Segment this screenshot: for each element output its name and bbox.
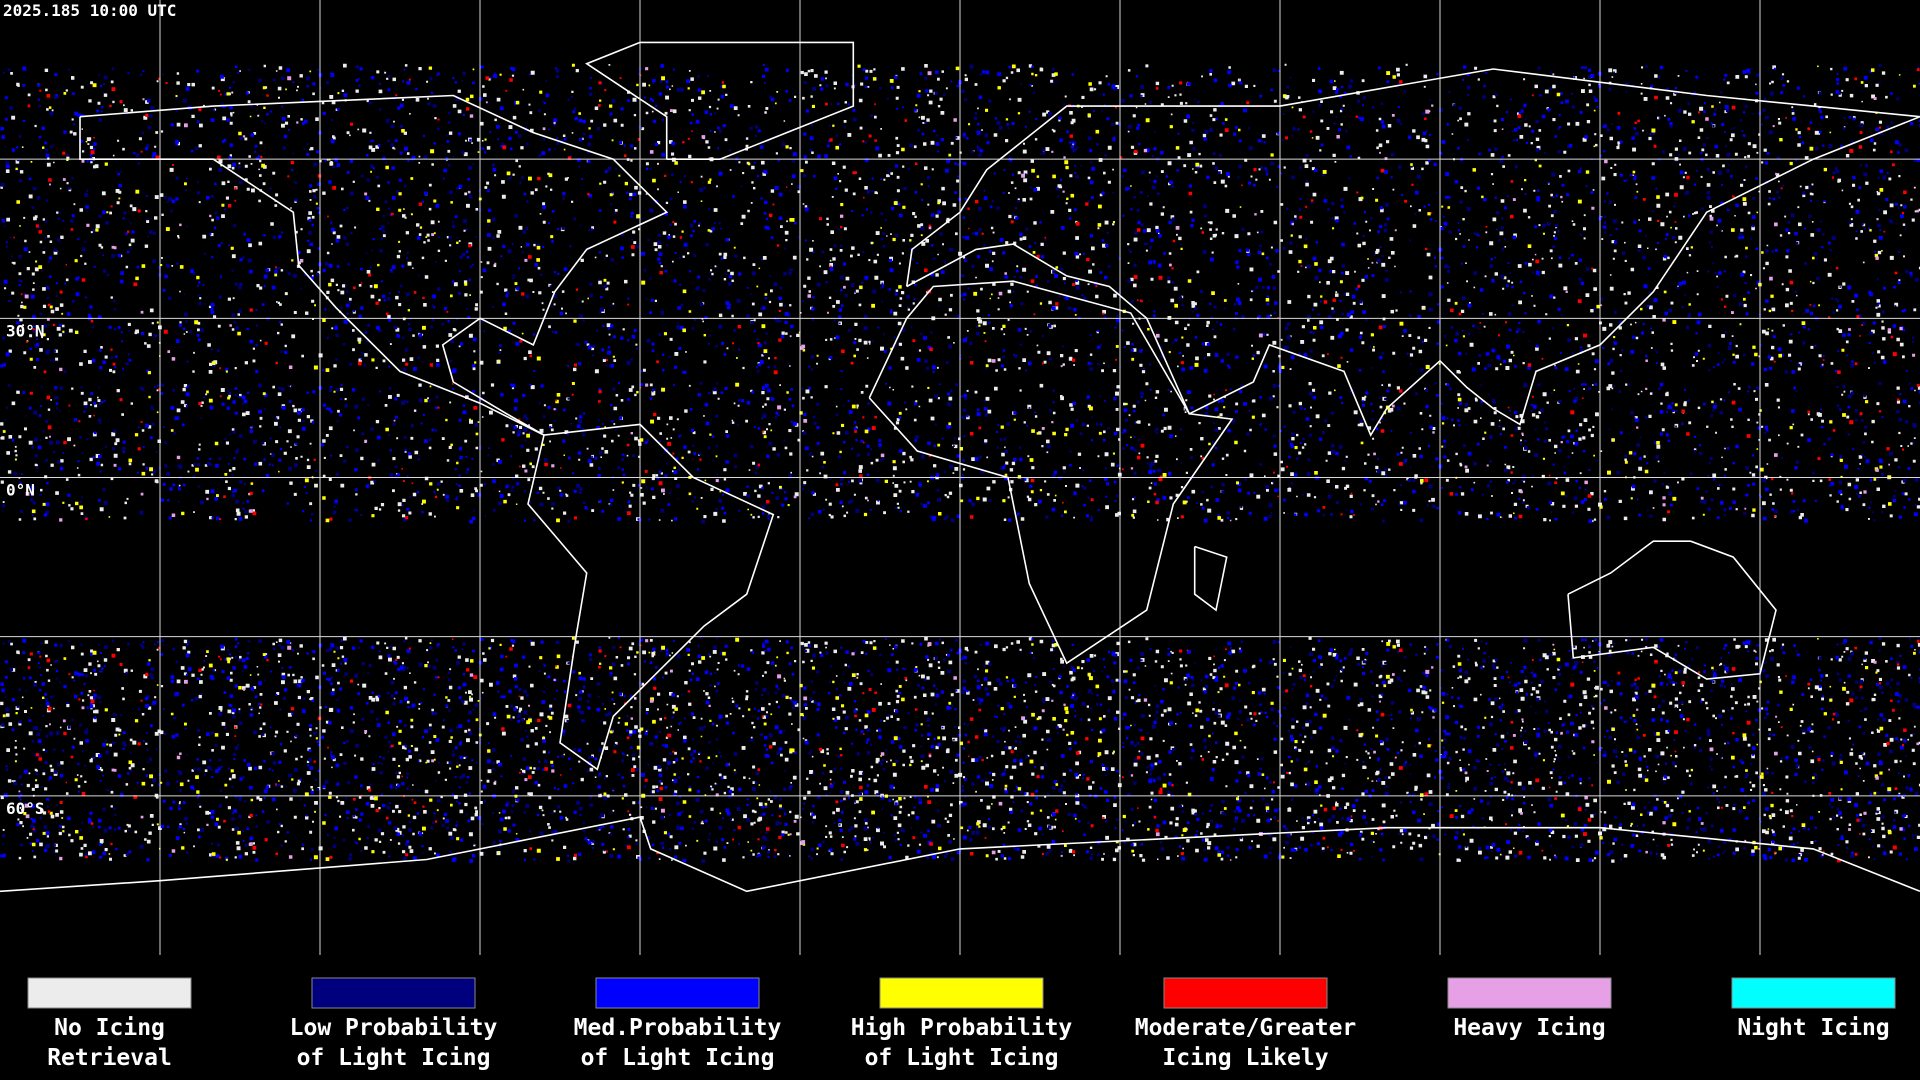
legend-swatch (311, 977, 476, 1009)
coastline (0, 816, 1920, 893)
legend-swatch (879, 977, 1044, 1009)
legend-label: of Light Icing (581, 1045, 775, 1071)
legend-label: of Light Icing (297, 1045, 491, 1071)
coastline (79, 94, 669, 436)
grid (0, 0, 1920, 955)
legend-label: High Probability (851, 1015, 1073, 1041)
legend-swatch (27, 977, 192, 1009)
legend-label: Night Icing (1737, 1015, 1889, 1041)
timestamp: 2025.185 10:00 UTC (3, 1, 176, 20)
legend-label: Heavy Icing (1453, 1015, 1605, 1041)
legend-swatch (595, 977, 760, 1009)
legend-label: Retrieval (47, 1045, 172, 1071)
latitude-label: 60°S (6, 799, 45, 818)
coastline (868, 280, 1234, 665)
coastline (905, 68, 1920, 437)
coastlines (0, 41, 1920, 893)
latitude-label: 0°N (6, 481, 35, 500)
latitude-labels: 30°N 0°N 60°S (6, 321, 45, 817)
legend-label: Low Probability (290, 1015, 498, 1041)
legend-swatch (1163, 977, 1328, 1009)
legend-label: Med.Probability (574, 1015, 782, 1041)
coastline (584, 41, 855, 160)
coastline (1567, 540, 1777, 680)
legend-label: of Light Icing (865, 1045, 1059, 1071)
legend-label: No Icing (54, 1015, 165, 1041)
legend-swatch (1447, 977, 1612, 1009)
latitude-label: 30°N (6, 321, 45, 340)
legend-label: Icing Likely (1162, 1045, 1328, 1071)
legend-swatch (1731, 977, 1896, 1009)
legend: No Icing Retrieval Low Probability of Light… (27, 977, 1896, 1071)
coastline (1193, 545, 1228, 612)
legend-label: Moderate/Greater (1135, 1015, 1357, 1041)
coastline (527, 423, 775, 771)
